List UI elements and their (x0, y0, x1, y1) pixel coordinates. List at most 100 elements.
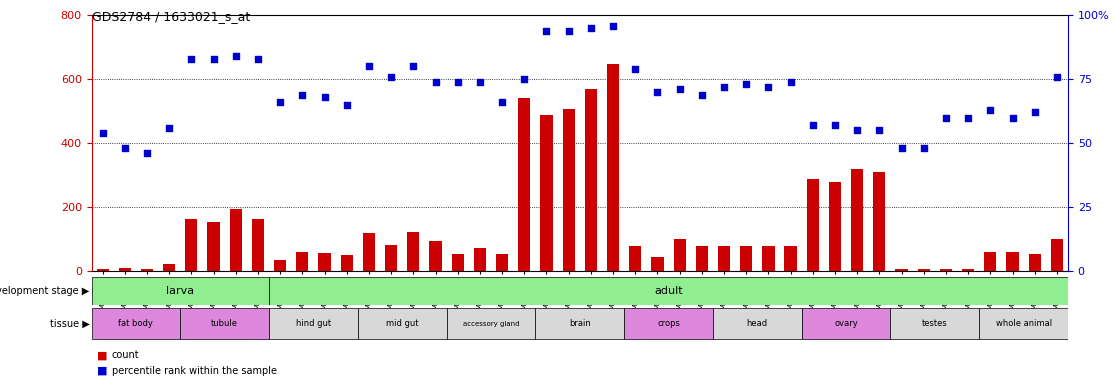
Point (581, 25, 599, 31)
Bar (358, 308, 446, 339)
Bar (674, 240, 685, 271)
Point (138, 150, 156, 156)
Bar (269, 277, 1068, 305)
Point (693, 91, 711, 98)
Text: development stage ▶: development stage ▶ (0, 286, 89, 296)
Bar (163, 264, 175, 271)
Text: hind gut: hind gut (296, 319, 331, 328)
Bar (585, 89, 597, 271)
Point (426, 79, 444, 85)
Bar (629, 246, 642, 271)
Point (116, 145, 134, 151)
Bar (296, 252, 308, 271)
Bar (446, 308, 536, 339)
Bar (652, 257, 664, 271)
Bar (562, 109, 575, 271)
Point (560, 28, 578, 34)
Text: ■: ■ (97, 366, 107, 376)
Point (449, 79, 466, 85)
Bar (891, 308, 979, 339)
Point (804, 122, 821, 128)
Bar (92, 308, 181, 339)
Bar (363, 233, 375, 271)
Point (760, 84, 778, 90)
Text: whole animal: whole animal (995, 319, 1051, 328)
Point (493, 99, 511, 105)
Text: adult: adult (654, 286, 683, 296)
Bar (496, 254, 508, 271)
Point (382, 74, 400, 80)
Bar (829, 182, 841, 271)
Text: count: count (112, 350, 140, 360)
Text: fat body: fat body (118, 319, 153, 328)
Point (848, 127, 866, 133)
Bar (96, 269, 108, 271)
Point (893, 145, 911, 151)
Point (1026, 109, 1043, 116)
Bar (607, 64, 619, 271)
Bar (740, 246, 752, 271)
Point (471, 79, 489, 85)
Point (404, 63, 422, 70)
Bar (474, 248, 485, 271)
Point (1048, 74, 1066, 80)
Point (204, 56, 222, 62)
Point (626, 66, 644, 72)
Bar (340, 255, 353, 271)
Bar (141, 269, 153, 271)
Text: tissue ▶: tissue ▶ (49, 318, 89, 329)
Bar (762, 246, 775, 271)
Bar (895, 269, 907, 271)
Bar (92, 277, 269, 305)
Point (915, 145, 933, 151)
Bar (252, 219, 264, 271)
Text: ovary: ovary (834, 319, 858, 328)
Text: crops: crops (657, 319, 680, 328)
Text: mid gut: mid gut (386, 319, 418, 328)
Bar (181, 308, 269, 339)
Bar (917, 269, 930, 271)
Point (671, 86, 689, 93)
Bar (873, 172, 885, 271)
Bar (979, 308, 1068, 339)
Point (960, 114, 978, 121)
Point (981, 107, 999, 113)
Point (294, 91, 311, 98)
Point (1003, 114, 1021, 121)
Point (648, 89, 666, 95)
Point (94, 130, 112, 136)
Point (161, 125, 179, 131)
Text: ■: ■ (97, 350, 107, 360)
Bar (275, 260, 287, 271)
Point (227, 53, 244, 59)
Bar (785, 246, 797, 271)
Point (870, 127, 888, 133)
Bar (695, 246, 708, 271)
Text: accessory gland: accessory gland (463, 321, 519, 326)
Point (182, 56, 200, 62)
Bar (540, 115, 552, 271)
Bar (430, 242, 442, 271)
Bar (230, 209, 242, 271)
Bar (269, 308, 358, 339)
Bar (807, 179, 819, 271)
Point (338, 102, 356, 108)
Bar (718, 246, 730, 271)
Point (516, 76, 533, 82)
Bar (407, 232, 420, 271)
Bar (385, 245, 397, 271)
Text: testes: testes (922, 319, 947, 328)
Point (738, 81, 756, 88)
Point (826, 122, 844, 128)
Bar (118, 268, 131, 271)
Point (937, 114, 955, 121)
Bar (801, 308, 891, 339)
Bar (984, 252, 997, 271)
Text: percentile rank within the sample: percentile rank within the sample (112, 366, 277, 376)
Bar (452, 254, 464, 271)
Bar (536, 308, 624, 339)
Bar (852, 169, 864, 271)
Bar (962, 269, 974, 271)
Text: tubule: tubule (211, 319, 238, 328)
Bar (208, 222, 220, 271)
